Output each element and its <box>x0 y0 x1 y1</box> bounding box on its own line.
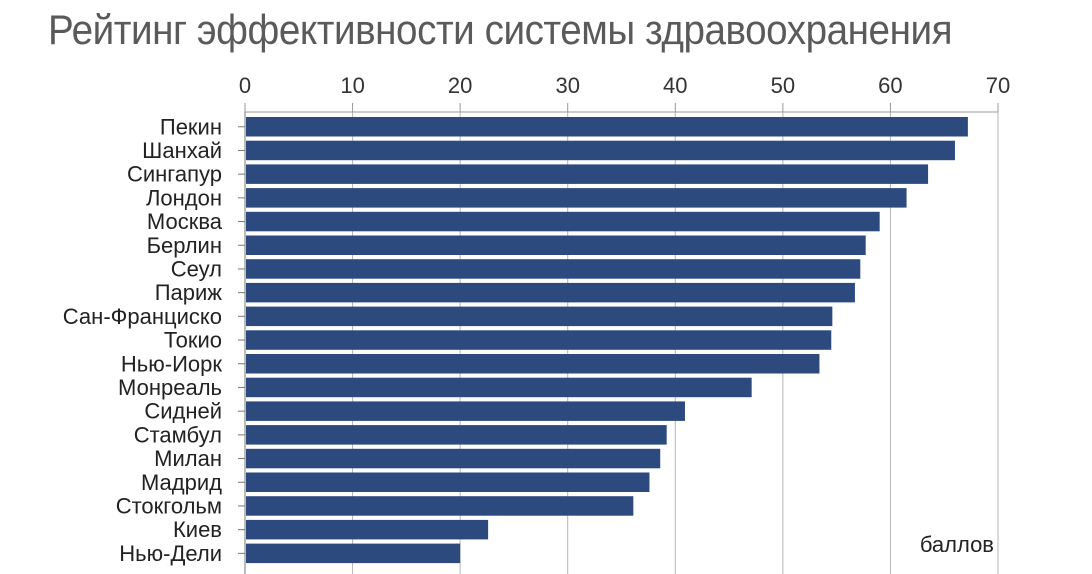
bar <box>246 377 752 398</box>
category-label: Нью-Дели <box>119 541 222 566</box>
bar <box>246 117 968 137</box>
x-tick-label: 50 <box>771 73 795 98</box>
bar <box>246 259 861 279</box>
bar <box>246 354 820 374</box>
bar <box>246 188 907 208</box>
x-tick-label: 60 <box>878 73 902 98</box>
category-label: Токио <box>164 328 222 353</box>
bar <box>246 519 489 540</box>
category-label: Сан-Франциско <box>63 304 222 329</box>
category-label: Мадрид <box>141 470 222 495</box>
x-tick-label: 20 <box>448 73 472 98</box>
axes <box>238 103 999 574</box>
category-label: Шанхай <box>142 138 222 163</box>
category-label: Стамбул <box>134 422 222 447</box>
category-labels: ПекинШанхайСингапурЛондонМоскваБерлинСеу… <box>63 114 223 566</box>
category-label: Пекин <box>160 114 222 139</box>
bar <box>246 496 634 516</box>
category-label: Сидней <box>144 399 222 424</box>
x-tick-label: 70 <box>986 73 1010 98</box>
x-tick-label: 10 <box>340 73 364 98</box>
bar <box>246 401 685 421</box>
x-tick-label: 40 <box>663 73 687 98</box>
category-label: Сеул <box>171 256 222 281</box>
bar <box>246 330 832 350</box>
category-label: Лондон <box>146 185 222 210</box>
category-label: Нью-Иорк <box>121 351 222 376</box>
unit-label: баллов <box>920 532 994 557</box>
bar <box>246 164 929 184</box>
category-label: Монреаль <box>118 375 222 400</box>
bar <box>246 282 855 303</box>
category-label: Сингапур <box>127 162 222 187</box>
bar <box>246 235 866 255</box>
x-tick-labels: 0 10 20 30 40 50 60 70 <box>239 73 1010 98</box>
x-tick-label: 30 <box>555 73 579 98</box>
bar <box>246 543 461 564</box>
chart-title: Рейтинг эффективности системы здравоохра… <box>48 6 953 53</box>
bar <box>246 472 650 492</box>
bar <box>246 140 955 161</box>
category-label: Москва <box>147 209 223 234</box>
bar <box>246 211 880 232</box>
category-label: Стокгольм <box>116 493 222 518</box>
category-label: Берлин <box>147 233 222 258</box>
x-tick-label: 0 <box>239 73 251 98</box>
bar <box>246 425 667 445</box>
category-label: Милан <box>154 446 222 471</box>
bar <box>246 448 661 469</box>
bars <box>246 117 968 564</box>
bar <box>246 306 833 327</box>
category-label: Киев <box>173 517 222 542</box>
category-label: Париж <box>155 280 223 305</box>
